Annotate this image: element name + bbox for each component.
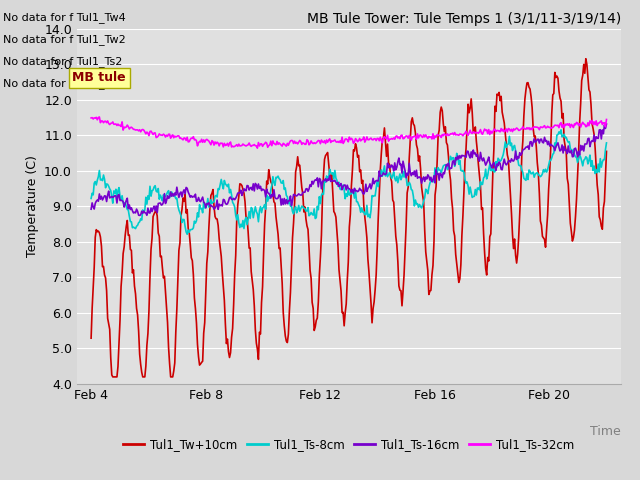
- Text: MB tule: MB tule: [72, 71, 126, 84]
- Text: No data for f Tul1_Tw2: No data for f Tul1_Tw2: [3, 34, 126, 45]
- Text: No data for f Tul1_Tw4: No data for f Tul1_Tw4: [3, 12, 126, 23]
- Text: MB Tule Tower: Tule Temps 1 (3/1/11-3/19/14): MB Tule Tower: Tule Temps 1 (3/1/11-3/19…: [307, 12, 621, 26]
- Text: No data for f Tul1_Ts: No data for f Tul1_Ts: [3, 78, 115, 89]
- Text: Time: Time: [590, 425, 621, 438]
- Text: No data for f Tul1_Ts2: No data for f Tul1_Ts2: [3, 56, 123, 67]
- Y-axis label: Temperature (C): Temperature (C): [26, 156, 38, 257]
- Legend: Tul1_Tw+10cm, Tul1_Ts-8cm, Tul1_Ts-16cm, Tul1_Ts-32cm: Tul1_Tw+10cm, Tul1_Ts-8cm, Tul1_Ts-16cm,…: [118, 434, 579, 456]
